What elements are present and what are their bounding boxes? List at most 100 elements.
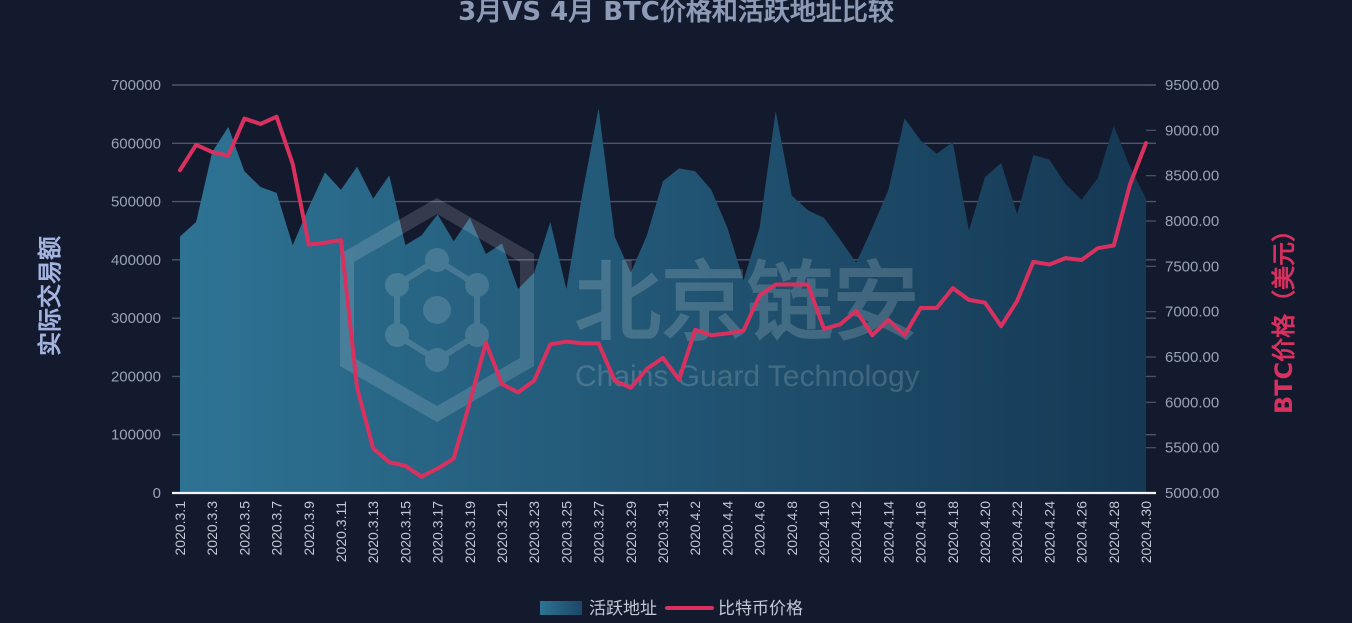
y-right-tick-label: 5500.00: [1165, 440, 1219, 457]
btc-price-point: [356, 387, 358, 389]
x-tick-label: 2020.4.18: [945, 501, 961, 563]
x-tick-label: 2020.3.19: [462, 501, 478, 563]
x-tick-label: 2020.3.3: [204, 501, 220, 556]
btc-price-point: [646, 368, 648, 370]
active-address-area-series: [180, 108, 1146, 493]
x-tick-label: 2020.3.7: [269, 501, 285, 556]
btc-price-point: [743, 330, 744, 332]
btc-price-point: [694, 329, 696, 331]
y-left-tick-label: 700000: [111, 77, 161, 94]
btc-price-point: [276, 116, 278, 118]
btc-price-point: [936, 307, 938, 309]
y-left-tick-label: 0: [153, 485, 161, 502]
watermark: 北京链安 Chains Guard Technology: [340, 197, 920, 423]
btc-price-point: [582, 342, 583, 344]
legend-line-label: 比特币价格: [718, 599, 803, 619]
btc-price-point: [421, 476, 422, 478]
x-tick-label: 2020.3.31: [655, 501, 671, 563]
x-tick-label: 2020.3.21: [494, 501, 510, 563]
watermark-cn-text: 北京链安: [575, 253, 919, 353]
x-tick-label: 2020.4.12: [848, 501, 864, 563]
y-right-tick-label: 7000.00: [1165, 304, 1219, 321]
btc-price-point: [984, 302, 986, 304]
x-tick-label: 2020.4.4: [719, 501, 735, 556]
btc-price-point: [1032, 261, 1034, 263]
btc-price-point: [388, 461, 390, 463]
y-left-tick-label: 600000: [111, 135, 161, 152]
btc-price-point: [372, 448, 374, 450]
x-tick-label: 2020.4.22: [1009, 501, 1025, 563]
btc-price-point: [453, 458, 455, 460]
btc-price-point: [211, 151, 213, 153]
x-tick-label: 2020.3.11: [333, 501, 349, 562]
x-tick-label: 2020.4.2: [687, 501, 703, 556]
btc-price-point: [549, 343, 551, 345]
x-tick-label: 2020.3.27: [591, 501, 607, 563]
btc-price-point: [887, 319, 889, 321]
btc-price-point: [630, 387, 632, 389]
btc-price-point: [920, 307, 922, 309]
legend-area-swatch: [540, 601, 582, 615]
legend-area-label: 活跃地址: [589, 599, 657, 619]
y-left-tick-label: 100000: [111, 427, 161, 444]
btc-price-point: [404, 465, 406, 467]
y-right-tick-label: 6000.00: [1165, 394, 1219, 411]
x-tick-label: 2020.4.16: [913, 501, 929, 563]
btc-price-point: [1097, 247, 1099, 249]
legend-item-active-address[interactable]: 活跃地址: [540, 599, 657, 619]
btc-price-point: [195, 144, 197, 146]
btc-price-point: [807, 283, 809, 285]
y-right-tick-label: 9500.00: [1165, 77, 1219, 94]
x-tick-label: 2020.3.1: [172, 501, 188, 556]
y-right-tick-label: 8500.00: [1165, 168, 1219, 185]
btc-price-point: [839, 323, 841, 325]
x-tick-label: 2020.4.10: [816, 501, 832, 563]
btc-price-point: [791, 283, 793, 285]
x-tick-label: 2020.3.15: [397, 501, 413, 563]
y-right-tick-label: 9000.00: [1165, 122, 1219, 139]
btc-price-point: [243, 118, 245, 120]
legend-item-btc-price[interactable]: 比特币价格: [665, 599, 803, 619]
btc-price-point: [1145, 142, 1147, 144]
btc-price-point: [710, 334, 712, 336]
btc-price-point: [324, 242, 326, 244]
btc-price-point: [340, 239, 342, 241]
chart-title: 3月VS 4月 BTC价格和活跃地址比较: [458, 0, 894, 27]
btc-price-point: [292, 163, 294, 165]
btc-price-point: [1081, 259, 1083, 261]
btc-price-point: [308, 244, 310, 246]
axes: 0 100000 200000 300000 400000 500000 600000 700…: [111, 77, 1219, 563]
btc-price-point: [775, 283, 777, 285]
btc-price-point: [614, 380, 616, 382]
x-tick-label: 2020.4.20: [977, 501, 993, 563]
btc-price-point: [260, 123, 261, 125]
btc-price-point: [179, 169, 181, 171]
btc-price-point: [823, 328, 825, 330]
btc-price-point: [533, 380, 535, 382]
btc-price-point: [1016, 300, 1018, 302]
btc-price-point: [517, 391, 519, 393]
x-tick-label: 2020.4.8: [784, 501, 800, 556]
y-right-tick-label: 6500.00: [1165, 349, 1219, 366]
y-axis-right-label: BTC价格（美元）: [1270, 218, 1298, 414]
active-address-area: [180, 108, 1146, 493]
btc-price-point: [1113, 244, 1115, 246]
btc-price-point: [437, 468, 439, 470]
btc-price-point: [759, 294, 761, 296]
y-right-tick-label: 7500.00: [1165, 258, 1219, 275]
legend: 活跃地址 比特币价格: [540, 599, 803, 619]
btc-price-point: [1048, 264, 1050, 266]
btc-price-point: [952, 287, 954, 289]
btc-price-point: [855, 310, 857, 312]
x-tick-label: 2020.3.23: [526, 501, 542, 563]
y-axis-left-label: 实际交易额: [36, 236, 64, 356]
btc-price-point: [565, 341, 567, 343]
btc-price-point: [598, 342, 600, 344]
btc-price-point: [678, 379, 680, 381]
btc-price-point: [1000, 325, 1002, 327]
btc-price-point: [662, 357, 664, 359]
watermark-logo: [340, 197, 534, 423]
btc-price-point: [485, 341, 487, 343]
x-tick-label: 2020.4.6: [752, 501, 768, 556]
